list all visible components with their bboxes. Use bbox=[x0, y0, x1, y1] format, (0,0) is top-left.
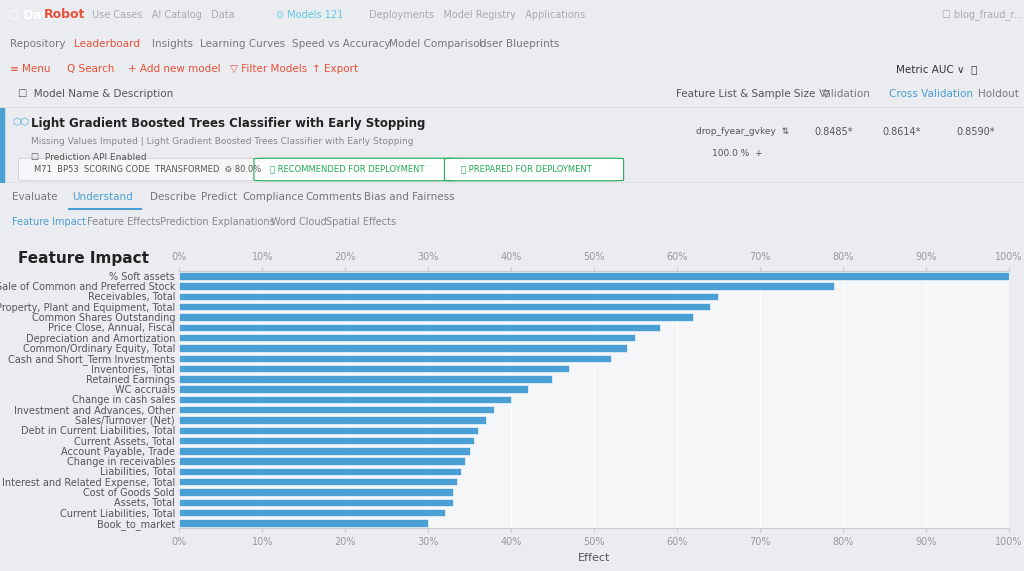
Text: ☐  Prediction API Enabled: ☐ Prediction API Enabled bbox=[31, 153, 146, 162]
Text: Feature List & Sample Size  ▽: Feature List & Sample Size ▽ bbox=[676, 89, 829, 99]
Bar bbox=[179, 519, 428, 526]
Bar bbox=[179, 303, 710, 311]
Text: ↑ Export: ↑ Export bbox=[312, 64, 358, 74]
Text: Cross Validation: Cross Validation bbox=[889, 89, 973, 99]
Text: Q Search: Q Search bbox=[67, 64, 114, 74]
FancyBboxPatch shape bbox=[254, 158, 459, 181]
Text: ⊙ Models 121: ⊙ Models 121 bbox=[276, 10, 344, 20]
Text: Missing Values Imputed | Light Gradient Boosted Trees Classifier with Early Stop: Missing Values Imputed | Light Gradient … bbox=[31, 136, 414, 146]
FancyBboxPatch shape bbox=[444, 158, 624, 181]
Text: 0.8485*: 0.8485* bbox=[814, 127, 853, 136]
Bar bbox=[179, 344, 627, 352]
Text: Feature Impact: Feature Impact bbox=[12, 217, 86, 227]
Text: Holdout: Holdout bbox=[978, 89, 1019, 99]
Bar bbox=[179, 375, 552, 383]
Bar bbox=[179, 406, 495, 413]
Text: Comments: Comments bbox=[305, 192, 361, 202]
Text: Prediction Explanations: Prediction Explanations bbox=[160, 217, 274, 227]
Bar bbox=[179, 437, 474, 444]
Text: drop_fyear_gvkey  ⇅: drop_fyear_gvkey ⇅ bbox=[696, 127, 790, 136]
Text: ≡ Menu: ≡ Menu bbox=[10, 64, 51, 74]
Text: M71  BP53  SCORING CODE  TRANSFORMED  ⚙ 80.0%: M71 BP53 SCORING CODE TRANSFORMED ⚙ 80.0… bbox=[34, 164, 261, 174]
Bar bbox=[179, 427, 478, 434]
Text: Feature Impact: Feature Impact bbox=[18, 251, 150, 266]
Bar bbox=[179, 488, 453, 496]
Text: ☐  Model Name & Description: ☐ Model Name & Description bbox=[18, 89, 174, 99]
Text: Describe: Describe bbox=[150, 192, 196, 202]
Text: Leaderboard: Leaderboard bbox=[74, 39, 139, 49]
Bar bbox=[179, 447, 469, 455]
Bar bbox=[179, 509, 444, 516]
Text: Evaluate: Evaluate bbox=[12, 192, 57, 202]
Text: Repository: Repository bbox=[10, 39, 66, 49]
Text: Metric AUC ∨  ⓘ: Metric AUC ∨ ⓘ bbox=[896, 64, 977, 74]
Text: User Blueprints: User Blueprints bbox=[479, 39, 559, 49]
Text: Spatial Effects: Spatial Effects bbox=[326, 217, 395, 227]
Text: 🏆 PREPARED FOR DEPLOYMENT: 🏆 PREPARED FOR DEPLOYMENT bbox=[461, 164, 592, 174]
Bar bbox=[179, 468, 461, 475]
Bar bbox=[179, 272, 1009, 280]
X-axis label: Effect: Effect bbox=[578, 553, 610, 562]
Text: Insights: Insights bbox=[152, 39, 193, 49]
Bar bbox=[179, 334, 635, 341]
Bar bbox=[179, 385, 527, 393]
Text: 🏆 RECOMMENDED FOR DEPLOYMENT: 🏆 RECOMMENDED FOR DEPLOYMENT bbox=[270, 164, 425, 174]
Bar bbox=[179, 457, 465, 465]
Text: Feature Effects: Feature Effects bbox=[87, 217, 161, 227]
Text: Speed vs Accuracy: Speed vs Accuracy bbox=[292, 39, 390, 49]
Bar bbox=[179, 283, 835, 290]
Bar bbox=[179, 324, 660, 331]
Text: ⬡⬡: ⬡⬡ bbox=[12, 117, 30, 127]
Text: 0.8590*: 0.8590* bbox=[956, 127, 995, 136]
Text: Robot: Robot bbox=[44, 9, 85, 22]
Bar bbox=[179, 478, 457, 485]
Text: Compliance: Compliance bbox=[243, 192, 304, 202]
FancyBboxPatch shape bbox=[18, 158, 264, 181]
Text: Light Gradient Boosted Trees Classifier with Early Stopping: Light Gradient Boosted Trees Classifier … bbox=[31, 117, 425, 130]
Text: Use Cases   AI Catalog   Data: Use Cases AI Catalog Data bbox=[92, 10, 234, 20]
Text: Predict: Predict bbox=[201, 192, 237, 202]
Text: 100.0 %  +: 100.0 % + bbox=[712, 149, 762, 158]
Text: ▽ Filter Models: ▽ Filter Models bbox=[230, 64, 307, 74]
Text: Understand: Understand bbox=[72, 192, 132, 202]
Text: Bias and Fairness: Bias and Fairness bbox=[364, 192, 455, 202]
Text: ⬡ Data: ⬡ Data bbox=[8, 9, 56, 22]
Text: ☐ blog_fraud_r...: ☐ blog_fraud_r... bbox=[942, 10, 1023, 21]
Bar bbox=[179, 355, 610, 362]
Bar bbox=[179, 416, 486, 424]
Text: Model Comparison: Model Comparison bbox=[389, 39, 486, 49]
Bar bbox=[0, 108, 4, 183]
Text: Word Cloud: Word Cloud bbox=[271, 217, 327, 227]
Bar bbox=[179, 293, 718, 300]
Text: Validation: Validation bbox=[819, 89, 871, 99]
Bar bbox=[179, 396, 511, 403]
Text: + Add new model: + Add new model bbox=[128, 64, 220, 74]
Text: 0.8614*: 0.8614* bbox=[883, 127, 921, 136]
Bar bbox=[179, 313, 693, 321]
Text: Deployments   Model Registry   Applications: Deployments Model Registry Applications bbox=[369, 10, 585, 20]
Bar bbox=[179, 365, 569, 372]
Bar bbox=[179, 498, 453, 506]
Text: Learning Curves: Learning Curves bbox=[200, 39, 285, 49]
